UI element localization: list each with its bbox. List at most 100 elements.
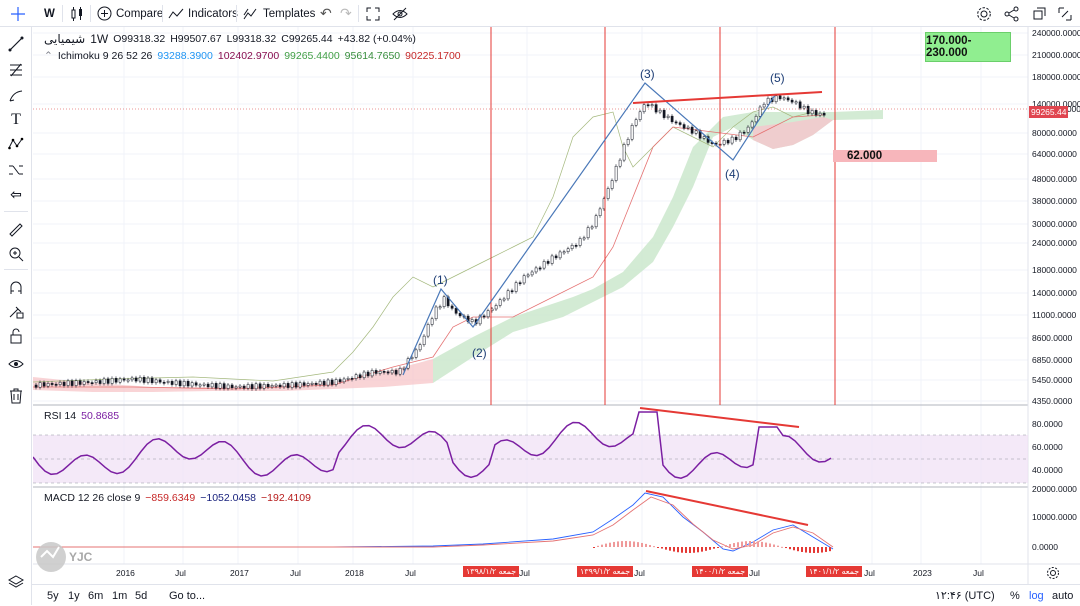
macd-axis-label: 10000.0000 [1032, 512, 1077, 522]
candle-style-icon[interactable] [70, 0, 84, 27]
current-price-tag: 99265.44 [1029, 106, 1069, 118]
time-axis-label: Jul [749, 568, 760, 578]
fullscreen-icon[interactable] [366, 0, 380, 27]
ichimoku-legend[interactable]: ⌃ Ichimoku 9 26 52 26 93288.3900 102402.… [44, 50, 466, 62]
rsi-legend[interactable]: RSI 14 50.8685 [44, 410, 124, 422]
ohlc-close: C99265.44 [281, 33, 333, 45]
arrow-left-icon[interactable]: ⇦ [10, 185, 22, 202]
axis-settings-gear-icon[interactable] [1047, 567, 1059, 579]
time-axis-label: 2018 [345, 568, 364, 578]
share-icon[interactable] [1004, 0, 1020, 27]
text-tool-icon[interactable]: T [11, 111, 21, 128]
watermark-text: YJC [69, 550, 93, 564]
range-1y-button[interactable]: 1y [68, 589, 80, 602]
ichimoku-label: Ichimoku 9 26 52 26 [57, 50, 153, 62]
interval-button[interactable]: W [44, 7, 55, 20]
price-axis-label: 14000.0000 [1032, 288, 1077, 298]
yjc-logo-watermark: YJC [36, 542, 93, 572]
drawing-toolbar: T ⇦ [0, 27, 32, 605]
log-toggle[interactable]: log [1029, 589, 1044, 602]
compare-label: Compare [116, 7, 164, 20]
jalali-date-2: ۱۳۹۹/۱/۲ جمعه [577, 566, 634, 577]
time-axis-label: Jul [175, 568, 186, 578]
chevron-up-icon[interactable]: ⌃ [44, 50, 53, 62]
rsi-axis-label: 60.0000 [1032, 442, 1063, 452]
goto-button[interactable]: Go to... [169, 589, 206, 602]
macd-legend[interactable]: MACD 12 26 close 9 −859.6349 −1052.0458 … [44, 492, 316, 504]
layers-icon[interactable] [4, 571, 28, 593]
price-axis-label: 48000.0000 [1032, 174, 1077, 184]
trend-line-icon[interactable] [4, 33, 28, 55]
macd-divergence-line [645, 490, 809, 526]
target-range-box: 170.000-230.000 [925, 32, 1011, 62]
top-toolbar: W Compare Indicators Templates ↶ ↷ [0, 0, 1080, 27]
time-axis-label: Jul [634, 568, 645, 578]
lock-drawing-icon[interactable] [4, 301, 28, 323]
chart-area[interactable]: (1) (2) (3) (4) (5) 240000.0000 210000.00… [33, 27, 1080, 584]
lock-icon[interactable] [4, 325, 28, 347]
time-axis-label: 2023 [913, 568, 932, 578]
eye-icon[interactable] [4, 353, 28, 375]
ruler-icon[interactable] [4, 219, 28, 241]
indicators-button[interactable]: Indicators [168, 0, 238, 27]
jalali-date-3: ۱۴۰۰/۱/۲ جمعه [692, 566, 749, 577]
hide-icon[interactable] [392, 0, 408, 27]
rsi-value: 50.8685 [81, 410, 120, 422]
macd-axis-label: 0.0000 [1032, 542, 1058, 552]
rsi-line [33, 411, 832, 479]
macd-label: MACD 12 26 close 9 [44, 492, 141, 504]
range-1m-button[interactable]: 1m [112, 589, 128, 602]
ichimoku-value-5: 90225.1700 [405, 50, 461, 62]
symbol-legend: شیمیایی 1W O99318.32 H99507.67 L99318.32… [44, 32, 421, 46]
ichimoku-cloud-pink [753, 117, 833, 149]
ohlc-low: L99318.32 [226, 33, 277, 45]
templates-label: Templates [263, 7, 316, 20]
fib-retracement-icon[interactable] [4, 59, 28, 81]
brush-icon[interactable] [4, 85, 28, 107]
templates-button[interactable]: Templates [243, 0, 315, 27]
settings-gear-icon[interactable] [976, 0, 992, 27]
price-axis-label: 180000.0000 [1032, 72, 1080, 82]
price-axis-label: 4350.0000 [1032, 396, 1072, 406]
macd-line [33, 492, 834, 552]
pattern-icon[interactable] [4, 133, 28, 155]
magnet-icon[interactable] [4, 277, 28, 299]
time-axis-label: Jul [973, 568, 984, 578]
time-axis: 2016 Jul 2017 Jul 2018 Jul Jul Jul Jul Jul 2023 Jul [116, 568, 984, 578]
resistance-trendline [632, 91, 823, 104]
utc-time[interactable]: ۱۲:۴۶ (UTC) [935, 590, 995, 602]
time-axis-label: Jul [864, 568, 875, 578]
symbol-name: شیمیایی [44, 32, 86, 46]
prediction-icon[interactable] [4, 159, 28, 181]
crosshair-icon[interactable] [8, 0, 28, 27]
wave-3-label: (3) [640, 67, 655, 81]
plus-circle-icon [97, 6, 112, 21]
snapshot-icon[interactable] [1058, 0, 1072, 27]
ichimoku-value-4: 95614.7650 [344, 50, 401, 62]
jalali-date-4: ۱۴۰۱/۱/۲ جمعه [806, 566, 863, 577]
price-axis-label: 24000.0000 [1032, 238, 1077, 248]
redo-icon[interactable]: ↷ [340, 5, 352, 21]
range-5d-button[interactable]: 5d [135, 589, 148, 602]
wave-5-label: (5) [770, 71, 785, 85]
macd-axis: 20000.0000 10000.0000 0.0000 [1032, 484, 1077, 552]
undo-icon[interactable]: ↶ [320, 5, 332, 21]
popout-icon[interactable] [1032, 0, 1046, 27]
auto-toggle[interactable]: auto [1052, 589, 1074, 602]
price-axis-label: 64000.0000 [1032, 149, 1077, 159]
percent-toggle[interactable]: % [1010, 589, 1020, 602]
trash-icon[interactable] [4, 385, 28, 407]
price-candles [34, 93, 826, 391]
ohlc-high: H99507.67 [170, 33, 222, 45]
macd-value-3: −192.4109 [261, 492, 311, 504]
support-level-box: 62.000 [833, 150, 937, 162]
price-axis-label: 11000.0000 [1032, 310, 1077, 320]
rsi-axis-label: 40.0000 [1032, 465, 1063, 475]
ichimoku-kijun-line [33, 114, 824, 390]
indicators-label: Indicators [188, 7, 238, 20]
range-5y-button[interactable]: 5y [47, 589, 59, 602]
compare-button[interactable]: Compare [97, 0, 163, 27]
ohlc-open: O99318.32 [113, 33, 166, 45]
zoom-in-icon[interactable] [4, 243, 28, 265]
range-6m-button[interactable]: 6m [88, 589, 104, 602]
